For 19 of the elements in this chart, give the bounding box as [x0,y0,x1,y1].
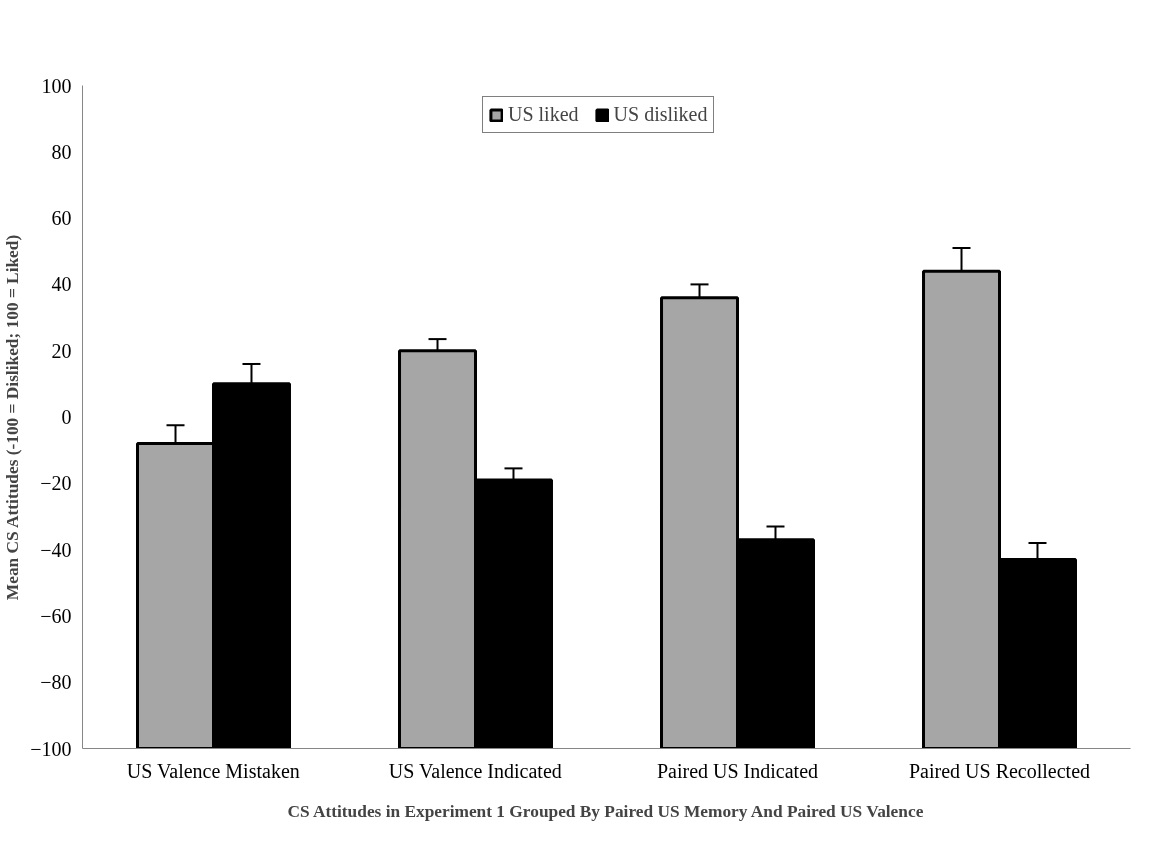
y-tick-label: −80 [40,671,72,694]
x-tick-label: US Valence Indicated [388,759,562,782]
y-axis-title: Mean CS Attitudes (-100 = Disliked; 100 = Liked) [3,234,23,601]
y-tick-label: −60 [40,604,72,627]
y-tick-label: −20 [40,472,72,495]
y-tick-label: 60 [51,207,72,230]
x-tick-label: Paired US Indicated [656,759,819,782]
y-tick-label: 40 [51,273,72,296]
x-tick-label: Paired US Recollected [908,759,1091,782]
y-tick-label: 0 [61,406,72,428]
text: CS Attitudes in Experiment 1 Grouped By Paired US Memory And Paired US Valence [287,801,924,821]
y-tick-label: 80 [51,140,72,163]
y-tick-label: 100 [41,74,72,97]
x-tick-label: US Valence Mistaken [126,759,300,782]
y-tick-label: −40 [40,538,72,561]
legend-label: US disliked [613,103,708,126]
y-tick-label: 20 [51,339,72,362]
y-tick-label: −100 [30,737,72,760]
legend-label: US liked [508,103,579,126]
